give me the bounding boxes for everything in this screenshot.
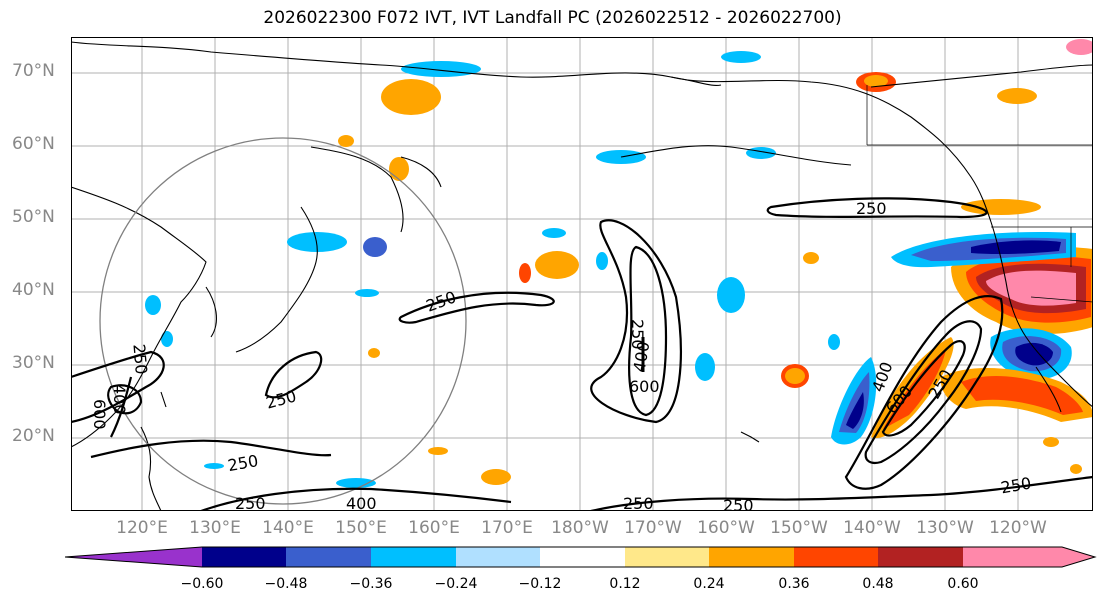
contour-label: 250 bbox=[723, 496, 754, 511]
contour-label: 250 bbox=[235, 494, 266, 511]
contour-label: 250 bbox=[856, 199, 887, 218]
colorbar-segment bbox=[625, 547, 709, 567]
coastlines bbox=[71, 41, 1093, 511]
contour-label: 600 bbox=[629, 377, 660, 396]
map-svg: 250 250 250 250 250 250 250 250 250 250 … bbox=[71, 37, 1093, 511]
lat-label-30n: 30°N bbox=[12, 353, 55, 373]
colorbar-tick: 0.36 bbox=[778, 576, 810, 592]
lon-label-120w: 120°W bbox=[989, 518, 1047, 538]
contour-label: 600 bbox=[90, 399, 109, 430]
colorbar-tick: −0.36 bbox=[349, 576, 393, 592]
lon-label-130w: 130°W bbox=[916, 518, 974, 538]
contour-label: 400 bbox=[110, 384, 129, 415]
colorbar-outline bbox=[65, 546, 1097, 568]
gridlines bbox=[71, 37, 1093, 511]
lon-label-170e: 170°E bbox=[481, 518, 533, 538]
lat-label-70n: 70°N bbox=[12, 61, 55, 81]
colorbar-tick: 0.60 bbox=[947, 576, 979, 592]
colorbar-extend-max bbox=[1062, 547, 1095, 567]
colorbar-tick: −0.48 bbox=[264, 576, 308, 592]
analysis-circle bbox=[99, 137, 467, 505]
contour-label: 250 bbox=[628, 319, 647, 350]
contour-label: 400 bbox=[346, 494, 377, 511]
lat-label-50n: 50°N bbox=[12, 207, 55, 227]
lat-label-40n: 40°N bbox=[12, 280, 55, 300]
colorbar-tick: 0.48 bbox=[862, 576, 894, 592]
lon-label-170w: 170°W bbox=[624, 518, 682, 538]
colorbar-segment bbox=[202, 547, 286, 567]
colorbar-segment bbox=[371, 547, 456, 567]
colorbar-svg bbox=[65, 546, 1097, 568]
colorbar-segment bbox=[286, 547, 371, 567]
colorbar bbox=[65, 546, 1100, 568]
map-title: 2026022300 F072 IVT, IVT Landfall PC (20… bbox=[263, 8, 842, 28]
lon-label-160e: 160°E bbox=[408, 518, 460, 538]
colorbar-segment bbox=[794, 547, 878, 567]
ocean-background bbox=[71, 37, 1093, 511]
colorbar-tick: −0.60 bbox=[180, 576, 224, 592]
lon-label-120e: 120°E bbox=[116, 518, 168, 538]
colorbar-segment bbox=[456, 547, 540, 567]
map-border bbox=[71, 37, 1093, 511]
colorbar-tick: 0.12 bbox=[609, 576, 641, 592]
pc-shading bbox=[145, 39, 1093, 488]
lon-label-150w: 150°W bbox=[770, 518, 828, 538]
colorbar-tick: 0.24 bbox=[693, 576, 725, 592]
lat-label-20n: 20°N bbox=[12, 426, 55, 446]
colorbar-tick: −0.24 bbox=[434, 576, 478, 592]
lon-label-130e: 130°E bbox=[189, 518, 241, 538]
lon-label-160w: 160°W bbox=[697, 518, 755, 538]
colorbar-segment bbox=[709, 547, 794, 567]
colorbar-segment bbox=[963, 547, 1062, 567]
lon-label-140w: 140°W bbox=[843, 518, 901, 538]
colorbar-segment bbox=[878, 547, 963, 567]
ivt-contours bbox=[71, 197, 1093, 511]
lon-label-140e: 140°E bbox=[262, 518, 314, 538]
contour-label: 250 bbox=[129, 343, 151, 375]
lat-label-60n: 60°N bbox=[12, 134, 55, 154]
borders bbox=[866, 85, 1093, 303]
colorbar-segment bbox=[540, 547, 625, 567]
lon-label-150e: 150°E bbox=[335, 518, 387, 538]
contour-label: 250 bbox=[623, 494, 654, 511]
colorbar-tick: −0.12 bbox=[518, 576, 562, 592]
map-panel: 250 250 250 250 250 250 250 250 250 250 … bbox=[71, 37, 1093, 511]
lon-label-180w: 180°W bbox=[551, 518, 609, 538]
colorbar-extend-min bbox=[65, 547, 202, 567]
